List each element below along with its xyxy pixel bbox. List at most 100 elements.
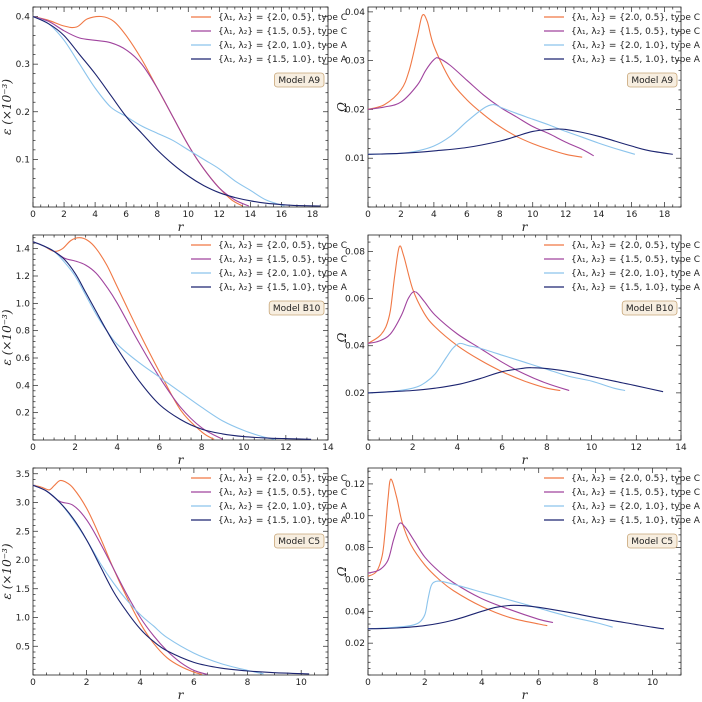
x-tick-label: 18 xyxy=(307,210,319,220)
plot-frame xyxy=(32,467,329,676)
x-tick-label: 2 xyxy=(410,443,416,453)
x-tick-label: 0 xyxy=(365,678,371,688)
y-tick-label: 1.0 xyxy=(16,614,31,624)
series-line-2 xyxy=(367,522,554,624)
legend-entry: {λ₁, λ₂} = {1.5, 1.0}, type A xyxy=(571,55,701,65)
x-tick-label: 10 xyxy=(527,210,539,220)
series-line-3 xyxy=(32,15,285,207)
legend-entry: {λ₁, λ₂} = {2.0, 1.0}, type A xyxy=(218,502,348,512)
x-tick-label: 4 xyxy=(479,678,485,688)
x-axis-label: r xyxy=(178,220,185,234)
model-badge-label: Model C5 xyxy=(278,537,320,547)
y-tick-label: 2.5 xyxy=(16,527,30,537)
y-axis-label: Ω xyxy=(335,332,349,343)
x-axis-label: r xyxy=(178,688,185,702)
x-tick-label: 8 xyxy=(497,210,503,220)
series-line-3 xyxy=(367,580,613,630)
y-tick-label: 0.1 xyxy=(16,155,30,165)
model-badge-label: Model A9 xyxy=(278,76,320,86)
x-tick-label: 10 xyxy=(586,443,598,453)
x-tick-label: 10 xyxy=(647,678,659,688)
series-line-4 xyxy=(32,15,321,207)
legend-entry: {λ₁, λ₂} = {2.0, 0.5}, type C xyxy=(571,241,700,251)
x-tick-label: 0 xyxy=(30,678,36,688)
panel-5: 0 2 4 6 8 10 0.5 1.0 1.5 2.0 2.5 3.0 3.5 r ε (×10⁻³) {λ… xyxy=(0,467,348,702)
x-tick-label: 0 xyxy=(30,210,36,220)
legend-entry: {λ₁, λ₂} = {2.0, 0.5}, type C xyxy=(218,474,347,484)
x-tick-label: 2 xyxy=(61,210,67,220)
y-tick-label: 3.5 xyxy=(16,470,30,480)
x-tick-label: 14 xyxy=(675,443,687,453)
legend-entry: {λ₁, λ₂} = {1.5, 0.5}, type C xyxy=(571,255,700,265)
series-line-1 xyxy=(367,478,548,627)
panel-1: 0 2 4 6 8 10 12 14 16 18 0.1 0.2 0.3 0.4 r ε (×10⁻³) {λ₁… xyxy=(0,6,348,234)
x-tick-label: 14 xyxy=(593,210,605,220)
model-badge-label: Model B10 xyxy=(626,304,674,314)
x-axis-label: r xyxy=(522,453,529,467)
x-tick-label: 10 xyxy=(238,443,250,453)
x-tick-label: 4 xyxy=(92,210,98,220)
x-tick-label: 6 xyxy=(464,210,470,220)
legend-entry: {λ₁, λ₂} = {1.5, 0.5}, type C xyxy=(218,27,347,37)
x-tick-label: 6 xyxy=(191,678,197,688)
y-tick-label: 2.0 xyxy=(16,556,31,566)
series-line-3 xyxy=(367,104,636,155)
x-axis-label: r xyxy=(522,688,529,702)
x-tick-label: 12 xyxy=(280,443,291,453)
y-tick-label: 1.5 xyxy=(16,585,30,595)
legend-entry: {λ₁, λ₂} = {1.5, 0.5}, type C xyxy=(218,488,347,498)
series-line-1 xyxy=(367,245,561,392)
plot-frame xyxy=(367,6,682,208)
legend-entry: {λ₁, λ₂} = {2.0, 1.0}, type A xyxy=(571,502,701,512)
x-tick-label: 12 xyxy=(560,210,571,220)
y-tick-label: 0.08 xyxy=(345,247,365,257)
series-line-3 xyxy=(32,241,276,440)
model-badge xyxy=(268,300,325,316)
legend-entry: {λ₁, λ₂} = {1.5, 1.0}, type A xyxy=(218,516,348,526)
model-badge-label: Model C5 xyxy=(631,537,673,547)
x-tick-label: 16 xyxy=(626,210,638,220)
y-tick-label: 0.4 xyxy=(16,13,31,23)
y-tick-label: 0.6 xyxy=(16,354,31,364)
series-line-4 xyxy=(32,484,310,675)
panel-3: 0 2 4 6 8 10 12 14 0.2 0.4 0.6 0.8 1.0 1.2 1.4 r ε (×10⁻… xyxy=(0,234,348,467)
y-tick-label: 0.3 xyxy=(16,60,30,70)
y-axis-label: Ω xyxy=(335,566,349,577)
x-tick-label: 18 xyxy=(659,210,671,220)
series-line-2 xyxy=(367,57,594,157)
series-line-3 xyxy=(32,484,264,675)
series-line-2 xyxy=(32,15,250,207)
x-tick-label: 2 xyxy=(422,678,428,688)
model-badge-label: Model B10 xyxy=(273,304,321,314)
legend-entry: {λ₁, λ₂} = {1.5, 0.5}, type C xyxy=(218,255,347,265)
series-line-2 xyxy=(32,484,208,675)
series-line-1 xyxy=(32,237,215,440)
panel-6: 0 2 4 6 8 10 0.02 0.04 0.06 0.08 0.10 0.12 r Ω {λ₁, λ₂… xyxy=(335,467,701,702)
y-tick-label: 0.01 xyxy=(345,154,365,164)
series-line-1 xyxy=(32,479,203,675)
x-tick-label: 4 xyxy=(431,210,437,220)
series-line-4 xyxy=(367,367,664,394)
legend-entry: {λ₁, λ₂} = {2.0, 0.5}, type C xyxy=(571,474,700,484)
legend-entry: {λ₁, λ₂} = {2.0, 1.0}, type A xyxy=(218,269,348,279)
x-tick-label: 14 xyxy=(245,210,257,220)
model-badge xyxy=(273,533,325,549)
x-tick-label: 4 xyxy=(114,443,120,453)
y-tick-label: 0.4 xyxy=(16,381,31,391)
x-tick-label: 6 xyxy=(123,210,129,220)
series-line-4 xyxy=(367,604,664,630)
y-tick-label: 0.06 xyxy=(345,295,365,305)
panel-4: 0 2 4 6 8 10 12 14 0.02 0.04 0.06 0.08 r Ω {λ₁, λ₂} = … xyxy=(335,234,701,467)
x-tick-label: 10 xyxy=(183,210,195,220)
x-tick-label: 12 xyxy=(214,210,225,220)
model-badge-label: Model A9 xyxy=(631,76,673,86)
plot-frame xyxy=(367,234,682,441)
x-tick-label: 8 xyxy=(154,210,160,220)
y-tick-label: 0.04 xyxy=(345,342,365,352)
plot-frame xyxy=(367,467,682,676)
x-tick-label: 4 xyxy=(455,443,461,453)
model-badge xyxy=(273,72,325,88)
x-tick-label: 0 xyxy=(365,443,371,453)
series-line-2 xyxy=(32,241,223,440)
x-tick-label: 14 xyxy=(322,443,334,453)
